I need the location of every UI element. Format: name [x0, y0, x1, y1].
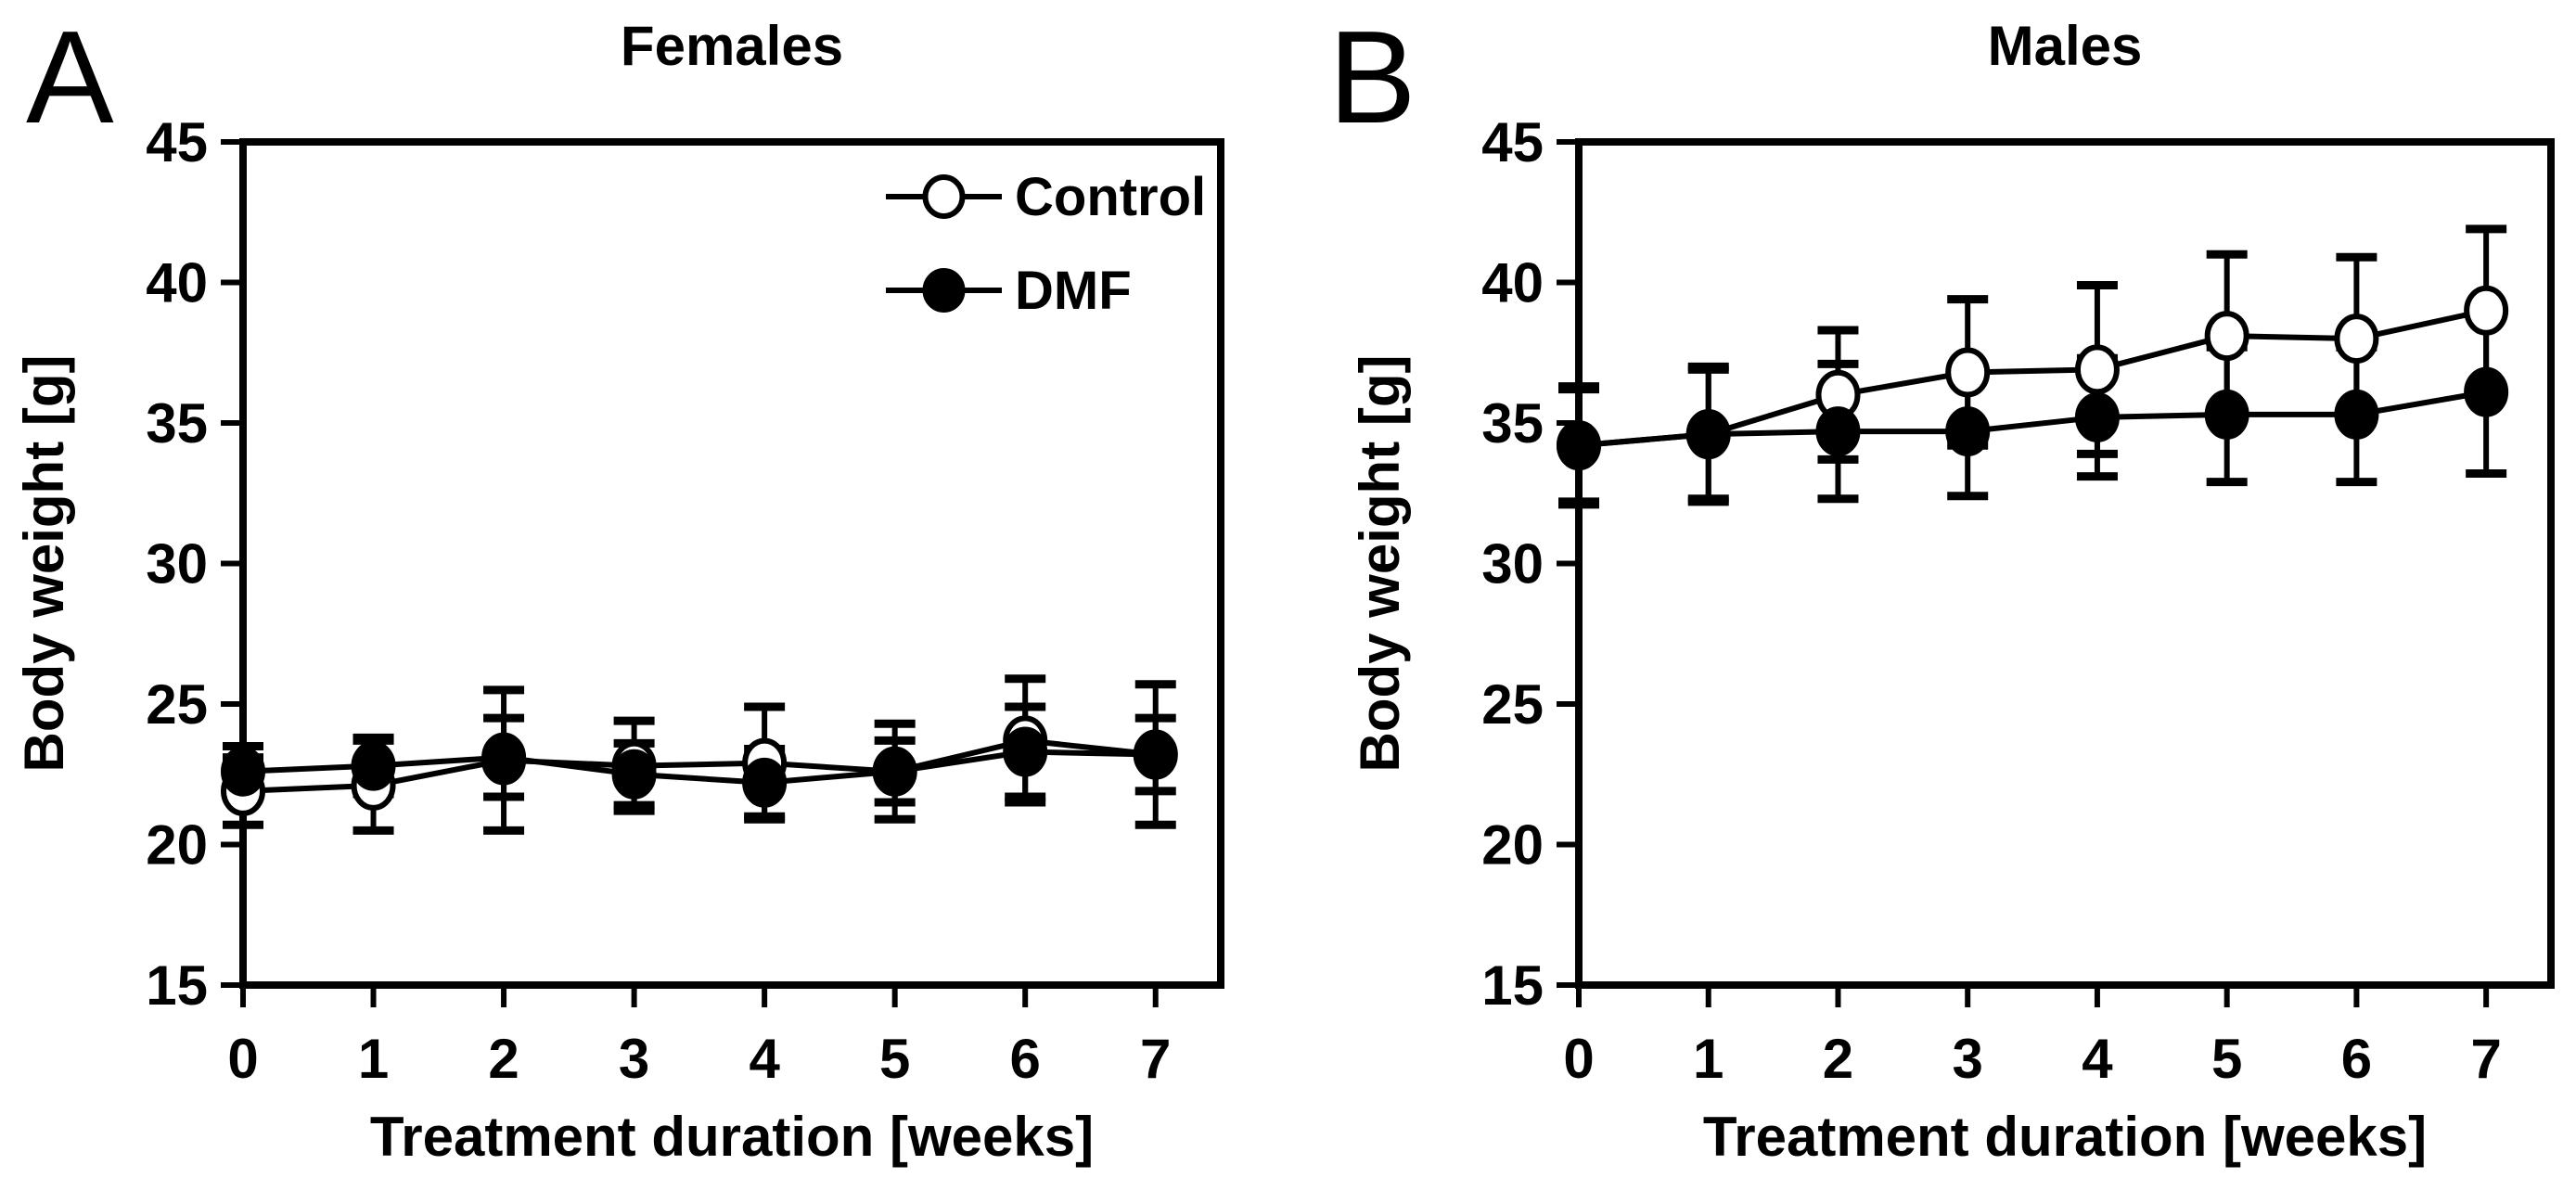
legend-item-dmf: DMF [886, 261, 1132, 321]
y-tick-label: 30 [146, 533, 208, 595]
x-tick-label: 2 [1823, 1028, 1853, 1090]
legend-label: DMF [1015, 261, 1132, 321]
y-tick-label: 35 [1481, 392, 1544, 455]
control-marker [1945, 347, 1991, 398]
panel-label: B [1328, 4, 1416, 151]
dmf-marker [1685, 409, 1731, 460]
control-marker [2074, 344, 2120, 395]
y-tick-label: 40 [146, 252, 208, 314]
dmf-marker [2204, 389, 2249, 440]
dmf-marker [742, 757, 788, 808]
x-tick-label: 0 [1563, 1028, 1594, 1090]
legend-label: Control [1015, 167, 1206, 227]
dmf-marker [351, 740, 396, 791]
x-axis-label: Treatment duration [weeks] [370, 1106, 1094, 1168]
x-tick-label: 5 [2211, 1028, 2242, 1090]
dmf-marker [1557, 420, 1601, 471]
y-tick-label: 25 [1481, 673, 1544, 736]
dmf-marker [611, 749, 657, 800]
y-tick-label: 30 [1481, 533, 1544, 595]
dmf-marker [2334, 389, 2379, 440]
dmf-marker [1815, 406, 1861, 457]
x-tick-label: 2 [488, 1028, 519, 1090]
y-axis-label: Body weight [g] [13, 355, 75, 773]
legend-item-control: Control [886, 167, 1206, 227]
dmf-marker [221, 746, 265, 797]
x-tick-label: 4 [2082, 1028, 2113, 1090]
x-tick-label: 3 [619, 1028, 649, 1090]
y-tick-label: 45 [1481, 111, 1544, 173]
y-tick-label: 40 [1481, 252, 1544, 314]
legend-filled-circle-icon [922, 268, 966, 313]
panel-label: A [26, 4, 114, 151]
y-tick-label: 45 [146, 111, 208, 173]
x-tick-label: 1 [358, 1028, 389, 1090]
y-axis-label: Body weight [g] [1349, 355, 1411, 773]
x-tick-label: 7 [1140, 1028, 1171, 1090]
dmf-marker [1133, 729, 1178, 780]
x-tick-label: 3 [1953, 1028, 1983, 1090]
dmf-marker [2464, 366, 2509, 417]
legend: Control DMF [886, 167, 1206, 321]
plot-frame [1575, 138, 2555, 989]
y-tick-label: 20 [146, 814, 208, 877]
legend-open-circle-icon [922, 174, 966, 219]
y-tick-label: 20 [1481, 814, 1544, 877]
y-tick-label: 25 [146, 673, 208, 736]
x-tick-label: 7 [2470, 1028, 2501, 1090]
x-tick-label: 6 [2341, 1028, 2372, 1090]
dmf-marker [1003, 726, 1048, 777]
x-tick-label: 4 [749, 1028, 780, 1090]
control-marker [2204, 311, 2249, 362]
dmf-marker [1945, 406, 1991, 457]
x-tick-label: 0 [227, 1028, 258, 1090]
panel-title: Males [1988, 15, 2143, 77]
y-tick-label: 15 [146, 954, 208, 1017]
panel-title: Females [621, 15, 843, 77]
x-axis-label: Treatment duration [weeks] [1703, 1106, 2427, 1168]
dmf-marker [872, 746, 917, 797]
x-tick-label: 5 [879, 1028, 910, 1090]
dmf-marker [2074, 391, 2120, 442]
dmf-marker [481, 732, 527, 783]
x-tick-label: 1 [1693, 1028, 1724, 1090]
y-tick-label: 15 [1481, 954, 1544, 1017]
y-tick-label: 35 [146, 392, 208, 455]
control-marker [2334, 314, 2379, 365]
control-marker [2464, 285, 2509, 336]
x-tick-label: 6 [1010, 1028, 1041, 1090]
